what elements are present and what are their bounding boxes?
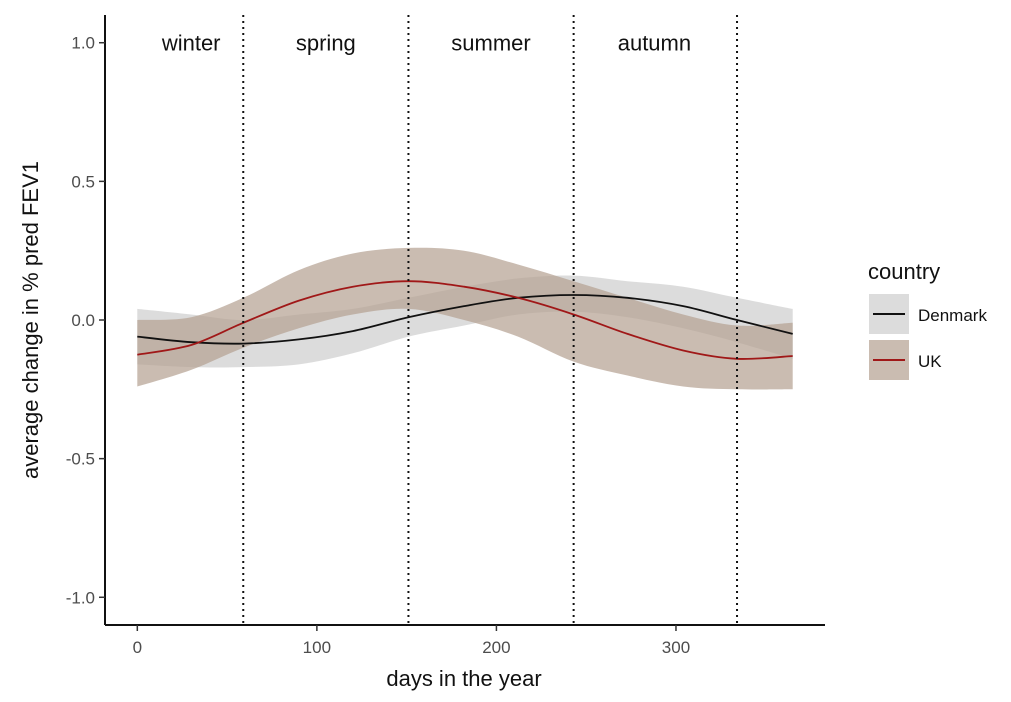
x-tick-label: 300 [662,638,690,657]
legend-title: country [868,259,940,284]
confidence-band-uk [137,247,793,390]
y-tick-label: 0.0 [71,311,95,330]
season-label-autumn: autumn [618,31,691,56]
legend-entries: Denmark UK [869,294,987,380]
legend-label-uk: UK [918,352,942,371]
season-label-summer: summer [451,31,530,56]
season-label-winter: winter [161,31,221,56]
y-tick-label: 0.5 [71,172,95,191]
axes: -1.0 -0.5 0.0 0.5 1.0 0 100 200 300 [66,15,825,657]
x-tick-label: 200 [482,638,510,657]
series-line-denmark [137,294,793,345]
y-tick-label: -1.0 [66,588,95,607]
legend: country Denmark UK [868,259,987,380]
confidence-bands [137,247,793,390]
y-tick-label: -0.5 [66,450,95,469]
x-tick-label: 100 [303,638,331,657]
y-tick-label: 1.0 [71,34,95,53]
season-label-spring: spring [296,31,356,56]
season-labels: winter spring summer autumn [161,31,691,56]
y-axis-title: average change in % pred FEV1 [18,161,43,479]
x-tick-label: 0 [133,638,142,657]
x-axis-title: days in the year [386,666,541,691]
legend-label-denmark: Denmark [918,306,987,325]
